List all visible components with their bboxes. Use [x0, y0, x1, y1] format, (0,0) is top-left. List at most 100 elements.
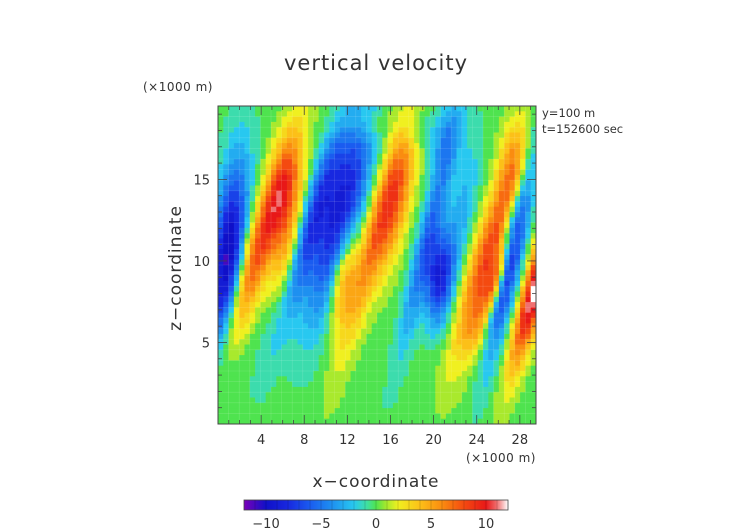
field-cell — [477, 280, 484, 287]
field-cell — [530, 360, 536, 367]
field-cell — [488, 371, 495, 377]
field-cell — [361, 249, 367, 255]
field-cell — [292, 270, 299, 277]
field-cell — [488, 254, 495, 261]
field-cell — [318, 121, 325, 128]
field-cell — [387, 212, 394, 218]
field-cell — [233, 259, 240, 266]
field-cell — [255, 137, 261, 144]
field-cell — [355, 296, 362, 303]
field-cell — [456, 418, 463, 424]
field-cell — [520, 238, 526, 245]
field-cell — [382, 344, 389, 351]
field-cell — [297, 206, 304, 213]
field-cell — [292, 349, 299, 356]
field-cell — [525, 392, 532, 399]
field-cell — [392, 174, 399, 181]
field-cell — [408, 323, 415, 330]
field-cell — [271, 180, 277, 187]
field-cell — [424, 137, 431, 144]
field-cell — [350, 381, 357, 388]
field-cell — [424, 249, 431, 255]
field-cell — [313, 111, 320, 118]
field-cell — [249, 111, 256, 118]
field-cell — [498, 190, 505, 197]
field-cell — [302, 254, 309, 261]
field-cell — [324, 318, 330, 324]
field-cell — [509, 169, 516, 176]
field-cell — [302, 137, 309, 144]
field-cell — [339, 265, 346, 271]
field-cell — [419, 386, 426, 393]
field-cell — [276, 418, 283, 424]
field-cell — [520, 169, 526, 176]
field-cell — [308, 286, 314, 293]
field-cell — [456, 360, 463, 367]
field-cell — [308, 280, 314, 287]
field-cell — [281, 222, 288, 229]
field-cell — [318, 127, 325, 134]
field-cell — [498, 148, 505, 155]
field-cell — [239, 190, 246, 197]
field-cell — [345, 275, 352, 282]
field-cell — [334, 259, 341, 266]
field-cell — [456, 185, 463, 192]
field-cell — [218, 180, 224, 187]
field-cell — [509, 413, 516, 420]
field-cell — [361, 169, 367, 176]
field-cell — [435, 296, 442, 303]
field-cell — [239, 371, 246, 377]
field-cell — [318, 265, 325, 271]
field-cell — [530, 349, 536, 356]
field-cell — [281, 243, 288, 250]
field-cell — [477, 408, 484, 414]
field-cell — [324, 339, 330, 346]
field-cell — [223, 127, 230, 134]
field-cell — [286, 153, 293, 160]
field-cell — [345, 307, 352, 314]
field-cell — [302, 174, 309, 181]
field-cell — [308, 408, 314, 414]
field-cell — [488, 143, 495, 149]
field-cell — [451, 111, 458, 118]
field-cell — [260, 355, 267, 361]
field-cell — [382, 386, 389, 393]
field-cell — [218, 291, 224, 298]
field-cell — [430, 307, 436, 314]
field-cell — [451, 212, 458, 218]
field-cell — [324, 286, 330, 293]
field-cell — [377, 180, 383, 187]
field-cell — [223, 328, 230, 335]
field-cell — [218, 132, 224, 139]
field-cell — [498, 169, 505, 176]
field-cell — [408, 116, 415, 123]
field-cell — [477, 376, 484, 383]
field-cell — [233, 296, 240, 303]
field-cell — [228, 333, 235, 340]
field-cell — [488, 418, 495, 424]
field-cell — [414, 249, 420, 255]
field-cell — [218, 174, 224, 181]
field-cell — [223, 159, 230, 165]
field-cell — [435, 365, 442, 372]
field-cell — [456, 111, 463, 118]
field-cell — [483, 111, 489, 118]
field-cell — [377, 333, 383, 340]
field-cell — [445, 259, 452, 266]
field-cell — [302, 196, 309, 202]
field-cell — [509, 212, 516, 218]
field-cell — [477, 116, 484, 123]
field-cell — [477, 201, 484, 208]
field-cell — [392, 355, 399, 361]
field-cell — [286, 402, 293, 409]
field-cell — [493, 169, 500, 176]
field-cell — [350, 238, 357, 245]
field-cell — [318, 349, 325, 356]
field-cell — [345, 386, 352, 393]
field-cell — [424, 185, 431, 192]
field-cell — [392, 312, 399, 319]
field-cell — [472, 222, 479, 229]
field-cell — [281, 302, 288, 308]
field-cell — [239, 201, 246, 208]
field-cell — [398, 127, 405, 134]
